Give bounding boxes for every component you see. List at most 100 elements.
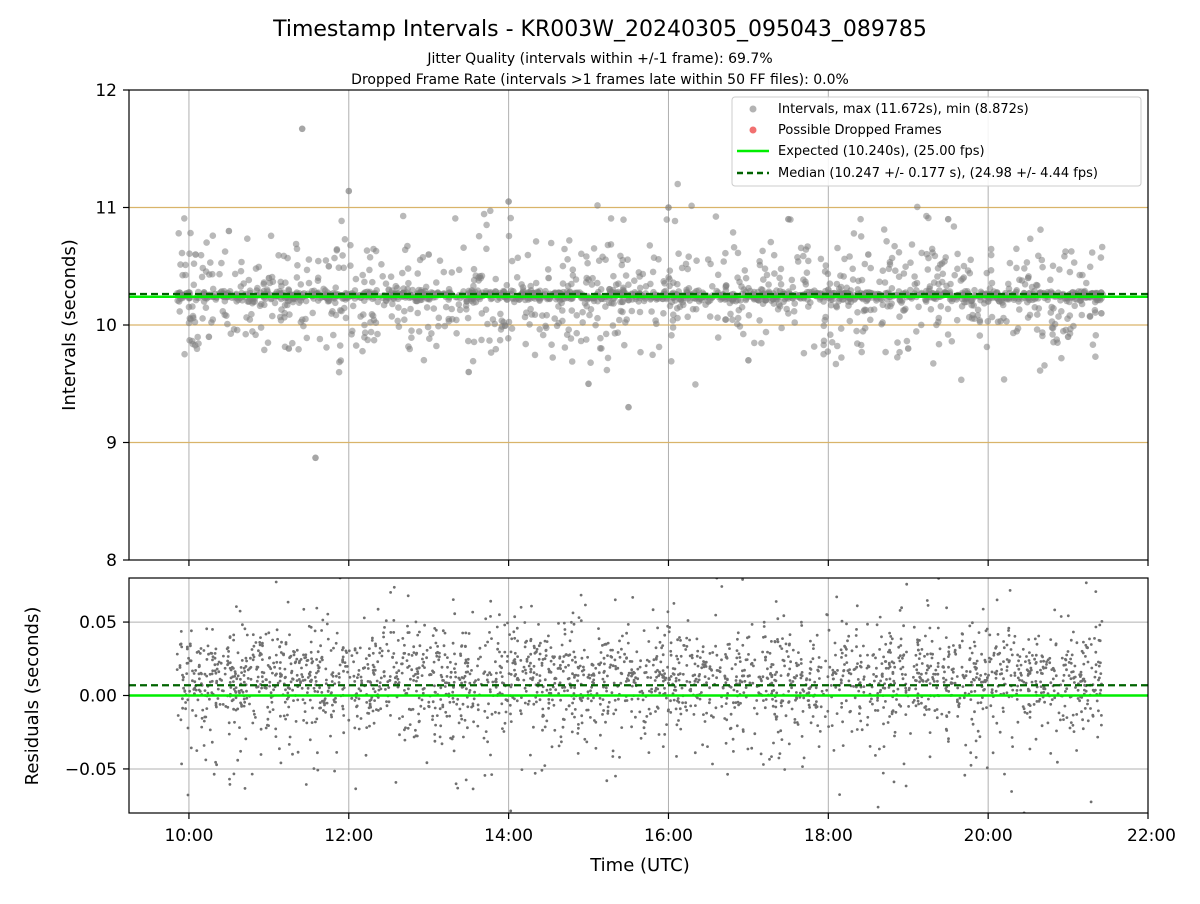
residual-point [970, 680, 973, 684]
residual-point [1093, 637, 1096, 640]
residual-point [529, 667, 533, 671]
residual-point [1049, 638, 1053, 641]
x-tick-label: 16:00 [644, 826, 693, 846]
residual-point [684, 648, 688, 651]
residual-point [735, 724, 739, 728]
interval-point [923, 250, 930, 258]
residual-point [417, 712, 420, 716]
residual-point [279, 761, 283, 765]
residual-point [1020, 673, 1023, 677]
interval-point [359, 347, 366, 355]
residual-point [876, 699, 879, 702]
residual-point [572, 692, 576, 695]
residual-point [842, 669, 845, 673]
residual-point [696, 649, 700, 653]
residual-point [347, 649, 351, 653]
residual-point [1042, 687, 1046, 691]
residual-point [653, 689, 657, 693]
interval-point [666, 302, 674, 310]
residual-point [1091, 688, 1095, 692]
residual-point [764, 698, 768, 701]
residual-point [460, 681, 463, 685]
interval-point [783, 305, 790, 313]
residual-point [1094, 650, 1098, 654]
residual-point [679, 639, 682, 642]
interval-point [316, 335, 324, 343]
residual-point [724, 653, 727, 656]
residual-point [450, 737, 454, 741]
residual-point [276, 637, 279, 641]
residual-point [484, 617, 488, 621]
residual-point [460, 645, 463, 648]
residual-point [231, 675, 235, 679]
residual-point [383, 674, 386, 678]
residual-point [808, 678, 812, 682]
residuals-y-tick-label: 0.00 [79, 687, 117, 707]
residual-point [524, 668, 527, 672]
residual-point [649, 712, 652, 716]
residual-point [775, 670, 778, 674]
residual-point [625, 657, 628, 660]
residual-point [708, 701, 711, 705]
residual-point [841, 744, 845, 747]
residual-point [416, 670, 419, 673]
residual-point [464, 670, 468, 674]
interval-point [785, 215, 792, 223]
residual-point [463, 680, 467, 684]
residual-point [815, 700, 818, 703]
interval-point [729, 229, 737, 236]
interval-point [1033, 326, 1041, 333]
residual-point [768, 757, 771, 761]
residual-point [852, 685, 855, 688]
residual-point [464, 658, 468, 662]
residual-point [891, 672, 895, 675]
residual-point [414, 653, 418, 656]
residual-point [378, 685, 381, 688]
residual-point [580, 669, 584, 673]
residual-point [453, 652, 456, 656]
residual-point [439, 698, 443, 701]
interval-point [379, 273, 387, 280]
interval-point [966, 269, 974, 277]
residual-point [696, 680, 700, 684]
residual-point [330, 715, 333, 719]
residual-point [1076, 697, 1080, 700]
residual-point [831, 677, 835, 681]
residual-point [572, 697, 576, 701]
residual-point [504, 710, 508, 714]
residual-point [589, 716, 592, 719]
interval-point [867, 306, 874, 314]
interval-point [841, 255, 848, 263]
residual-point [750, 746, 754, 750]
residual-point [647, 707, 651, 711]
interval-point [357, 313, 364, 320]
interval-point [433, 342, 440, 350]
interval-point [1047, 309, 1055, 316]
interval-point [339, 252, 346, 259]
residual-point [416, 676, 420, 679]
residual-point [354, 696, 358, 699]
residual-point [613, 698, 617, 702]
residual-point [1049, 702, 1053, 706]
residual-point [284, 642, 288, 646]
residual-point [564, 665, 567, 669]
residual-point [904, 784, 908, 788]
interval-point [854, 309, 861, 316]
residual-point [854, 634, 858, 637]
residual-point [840, 679, 843, 682]
interval-point [579, 319, 586, 326]
residual-point [1003, 772, 1006, 776]
residual-point [541, 658, 545, 661]
residual-point [601, 713, 604, 716]
residual-point [567, 704, 571, 708]
interval-point [218, 259, 225, 267]
interval-point [514, 254, 522, 262]
interval-point [408, 334, 415, 342]
residual-point [1084, 655, 1087, 658]
interval-point [523, 309, 530, 317]
interval-point [1086, 263, 1094, 271]
residual-point [930, 639, 934, 643]
interval-point [559, 317, 566, 325]
residual-point [809, 639, 812, 643]
residual-point [258, 654, 262, 657]
